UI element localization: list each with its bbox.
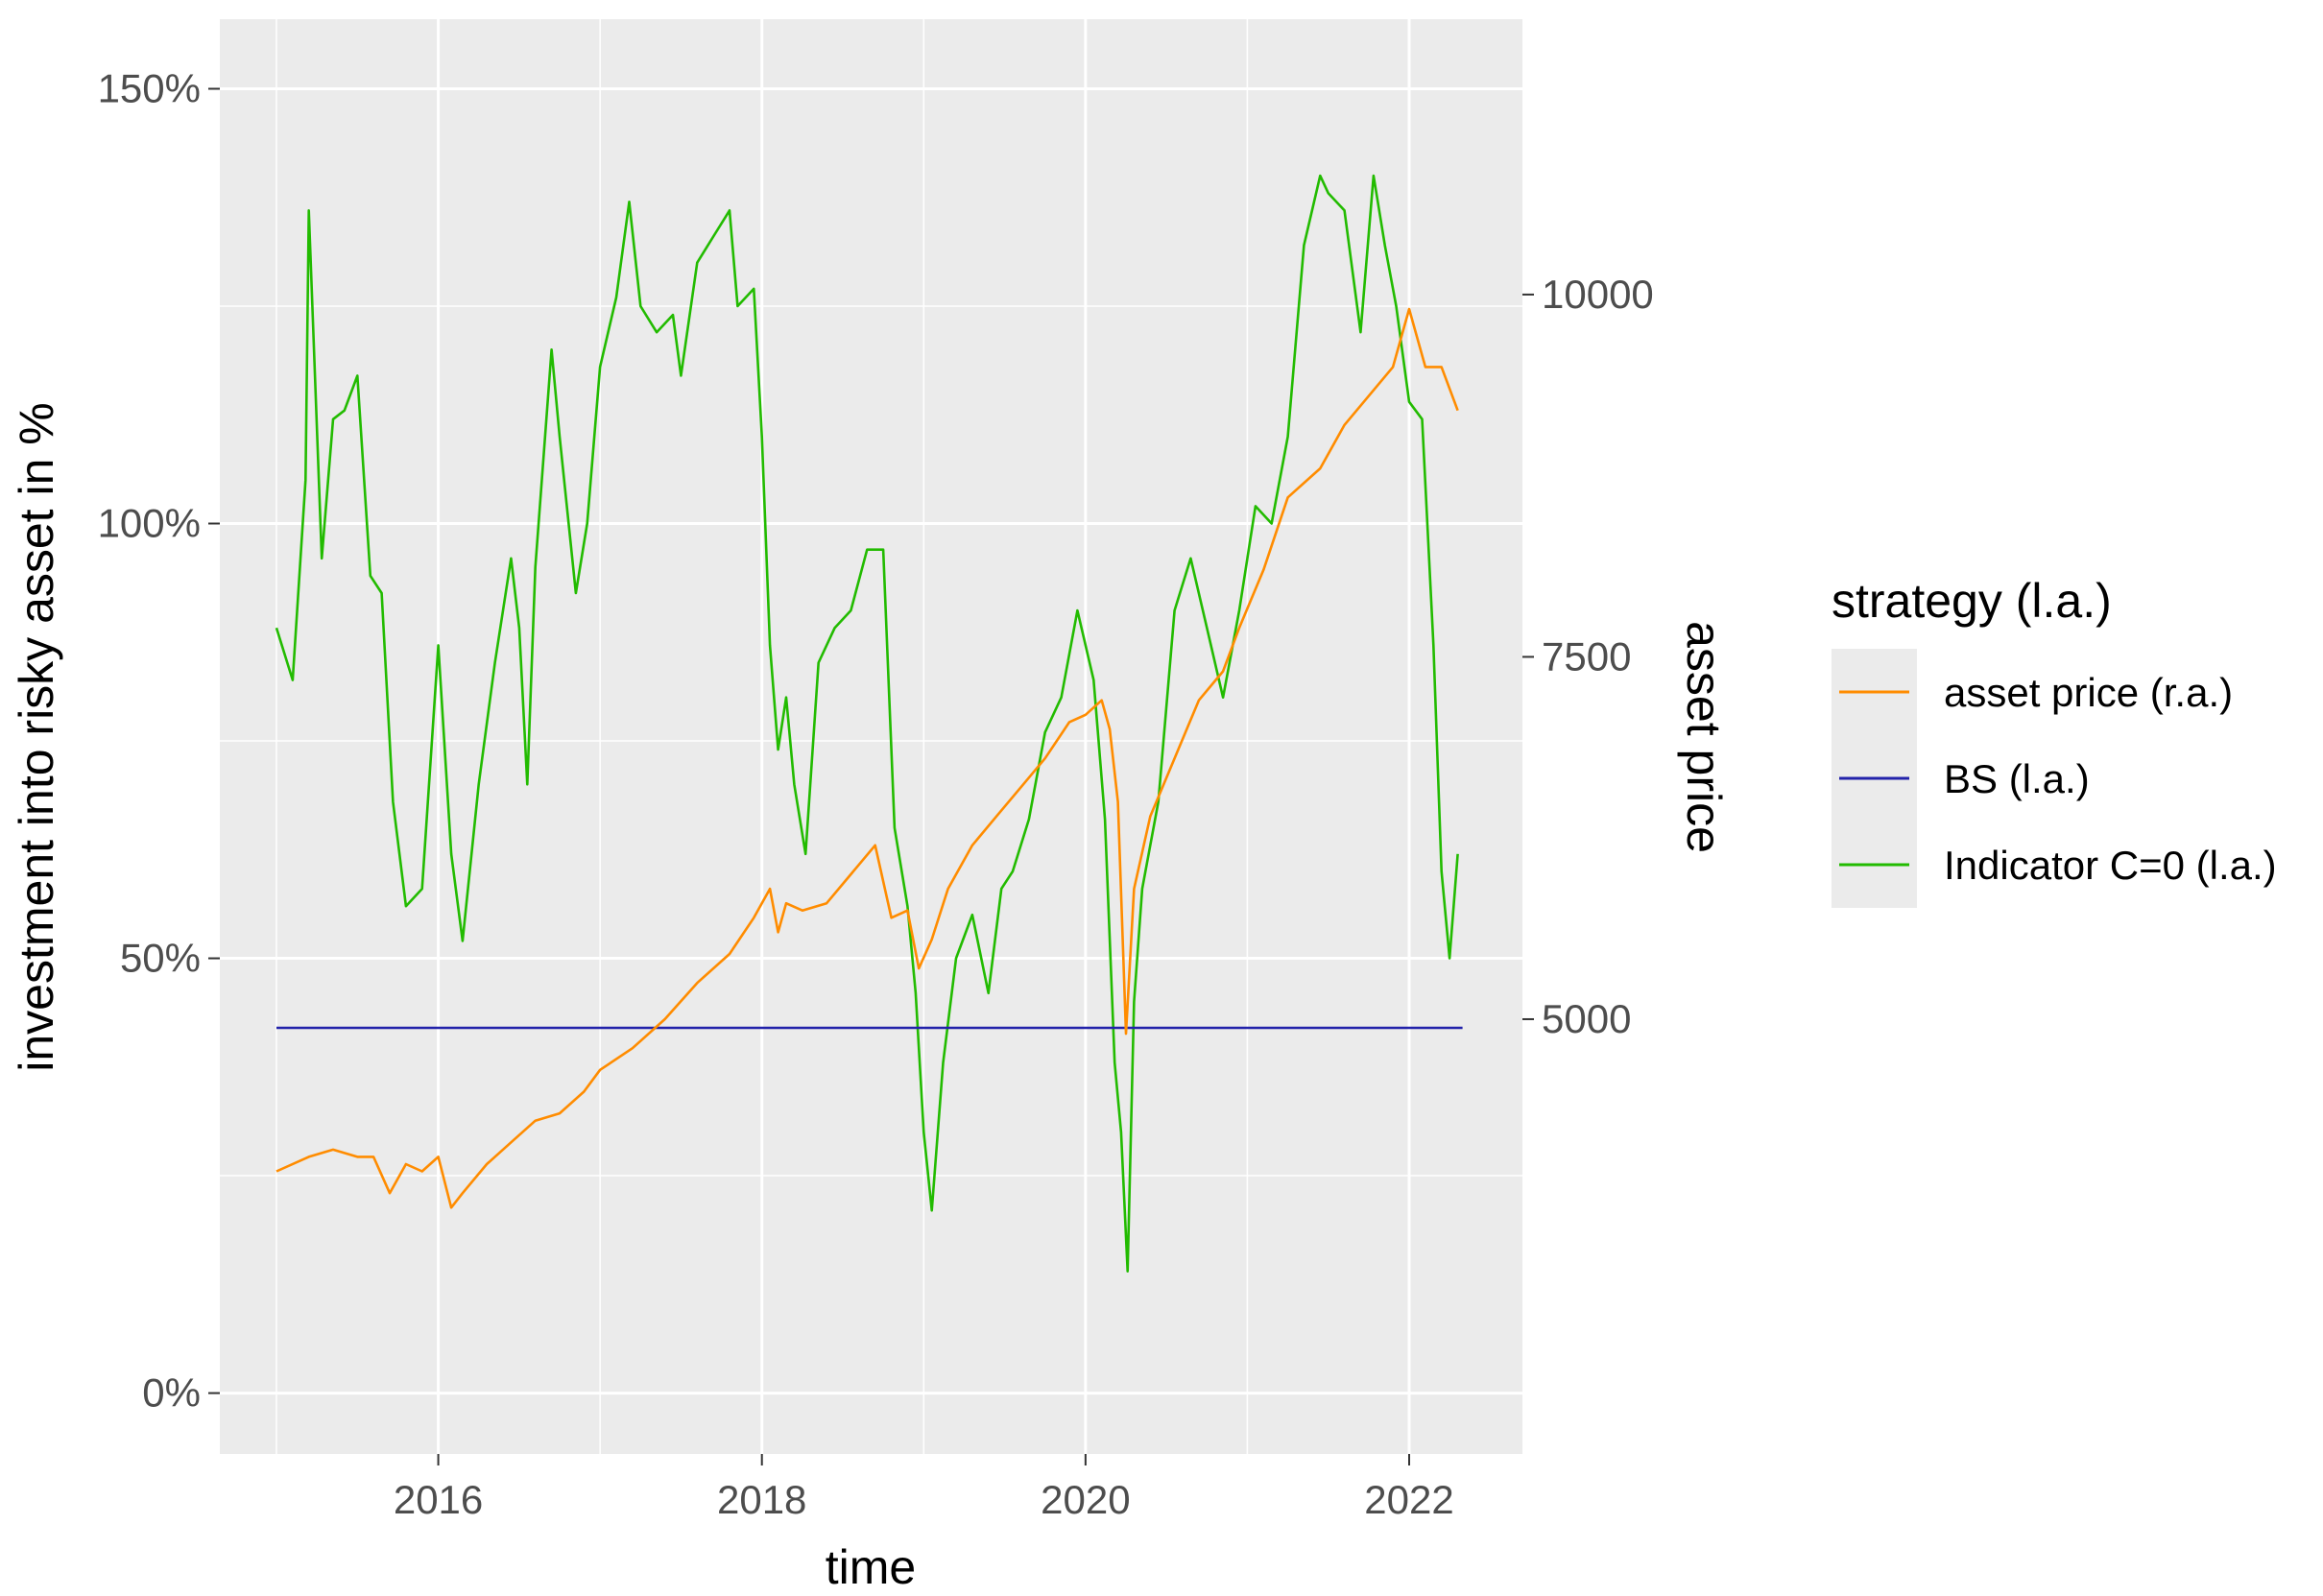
series-line-asset-price-r-a	[275, 307, 1459, 1209]
x-tick-label: 2020	[1041, 1477, 1130, 1522]
y-axis-left-title: investment into risky asset in %	[10, 402, 63, 1072]
y-axis-right-title: asset price	[1677, 621, 1731, 853]
x-tick-label: 2018	[717, 1477, 806, 1522]
major-gridlines	[220, 19, 1522, 1454]
plot-panel	[220, 19, 1522, 1454]
x-tick-label: 2016	[394, 1477, 483, 1522]
y-right-tick-label: 5000	[1542, 996, 1631, 1041]
axes-layer: 0% 50% 100% 150% 5000 7500 10000 2016 2018 2020 20…	[98, 65, 1654, 1522]
series-layer	[275, 174, 1463, 1273]
legend-title: strategy (l.a.)	[1832, 574, 2112, 628]
series-line-indicator-c-0-l-a	[275, 174, 1459, 1273]
legend-label: asset price (r.a.)	[1944, 670, 2233, 715]
x-axis-title: time	[826, 1540, 916, 1594]
y-left-tick-label: 0%	[142, 1370, 201, 1416]
legend-label: Indicator C=0 (l.a.)	[1944, 843, 2277, 888]
y-left-tick-label: 50%	[120, 936, 201, 981]
legend: strategy (l.a.) asset price (r.a.) BS (l.…	[1832, 574, 2277, 908]
y-left-tick-label: 150%	[98, 65, 201, 110]
x-tick-label: 2022	[1364, 1477, 1453, 1522]
y-left-tick-label: 100%	[98, 501, 201, 546]
legend-label: BS (l.a.)	[1944, 756, 2090, 801]
y-right-tick-label: 10000	[1542, 272, 1654, 317]
y-right-tick-label: 7500	[1542, 633, 1631, 679]
